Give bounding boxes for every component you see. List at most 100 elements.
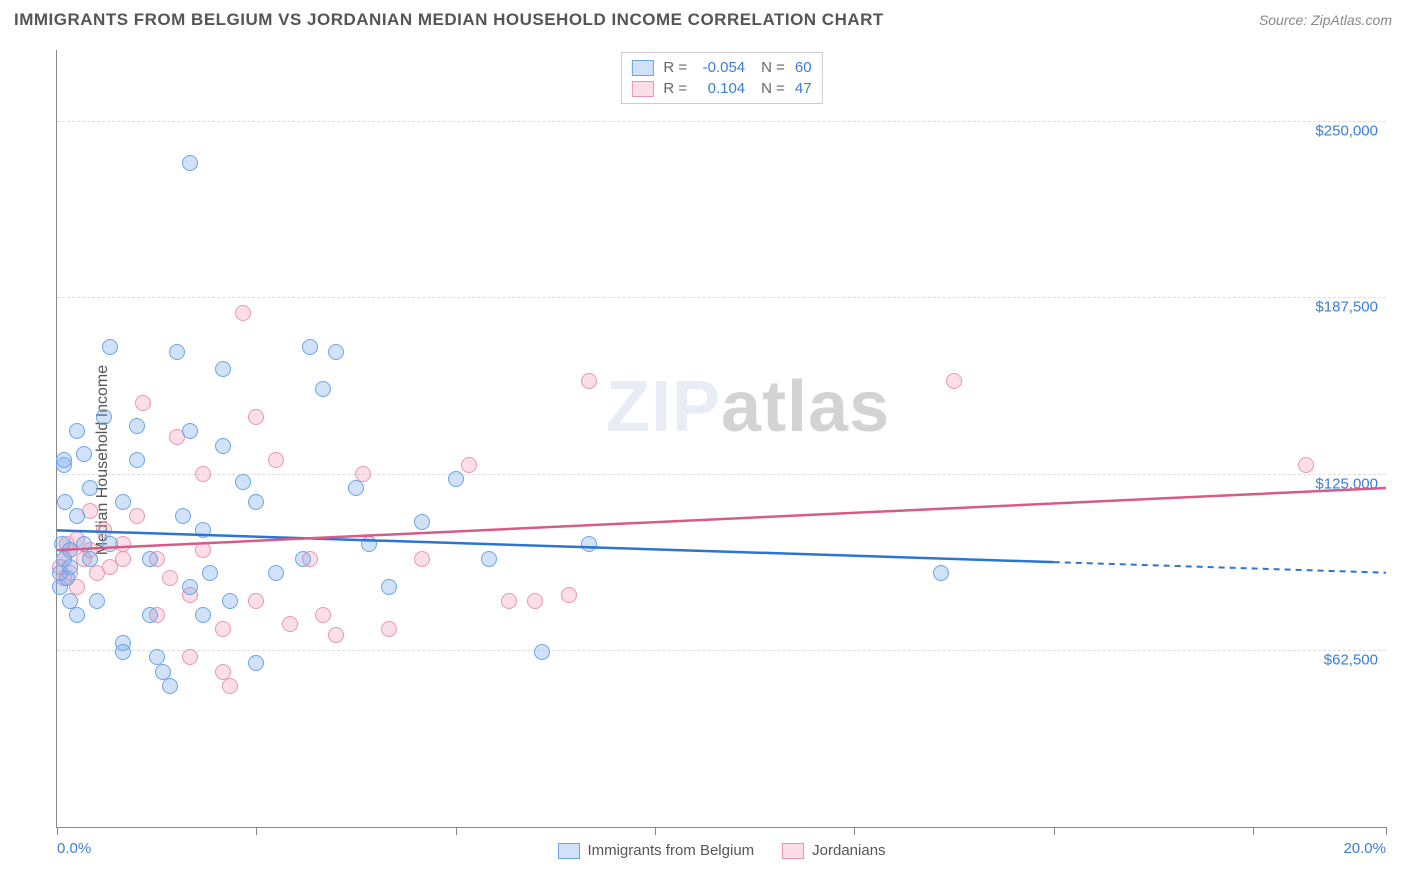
data-point (129, 418, 145, 434)
watermark: ZIPatlas (606, 366, 890, 448)
data-point (169, 344, 185, 360)
swatch-bottom-0 (557, 843, 579, 859)
chart-container: Median Household Income ZIPatlas R = -0.… (14, 42, 1392, 878)
data-point (142, 607, 158, 623)
data-point (414, 551, 430, 567)
data-point (195, 542, 211, 558)
x-tick (854, 827, 855, 835)
x-tick (1054, 827, 1055, 835)
data-point (282, 616, 298, 632)
data-point (581, 536, 597, 552)
data-point (115, 494, 131, 510)
trend-lines (57, 50, 1386, 827)
legend-series-names: Immigrants from Belgium Jordanians (557, 842, 885, 859)
data-point (414, 514, 430, 530)
swatch-series-0 (631, 60, 653, 76)
data-point (295, 551, 311, 567)
data-point (1298, 457, 1314, 473)
x-tick (1386, 827, 1387, 835)
swatch-series-1 (631, 81, 653, 97)
data-point (62, 559, 78, 575)
grid-line (57, 121, 1386, 122)
data-point (534, 644, 550, 660)
data-point (235, 305, 251, 321)
data-point (381, 579, 397, 595)
data-point (195, 607, 211, 623)
data-point (69, 423, 85, 439)
data-point (561, 587, 577, 603)
data-point (115, 551, 131, 567)
chart-header: IMMIGRANTS FROM BELGIUM VS JORDANIAN MED… (0, 0, 1406, 36)
data-point (162, 678, 178, 694)
y-tick-label: $125,000 (1315, 475, 1378, 492)
data-point (268, 565, 284, 581)
data-point (195, 522, 211, 538)
data-point (215, 438, 231, 454)
data-point (481, 551, 497, 567)
data-point (315, 607, 331, 623)
data-point (135, 395, 151, 411)
data-point (182, 649, 198, 665)
data-point (115, 644, 131, 660)
data-point (315, 381, 331, 397)
data-point (56, 452, 72, 468)
data-point (76, 446, 92, 462)
data-point (182, 423, 198, 439)
data-point (129, 508, 145, 524)
data-point (933, 565, 949, 581)
data-point (248, 409, 264, 425)
legend-row-series-1: R = 0.104 N = 47 (631, 78, 811, 99)
data-point (461, 457, 477, 473)
data-point (302, 339, 318, 355)
y-tick-label: $62,500 (1324, 652, 1378, 669)
legend-item-1: Jordanians (782, 842, 885, 859)
x-tick (655, 827, 656, 835)
y-tick-label: $250,000 (1315, 122, 1378, 139)
data-point (69, 607, 85, 623)
grid-line (57, 297, 1386, 298)
data-point (215, 621, 231, 637)
data-point (235, 474, 251, 490)
data-point (129, 452, 145, 468)
legend-correlation: R = -0.054 N = 60 R = 0.104 N = 47 (620, 52, 822, 104)
data-point (96, 409, 112, 425)
data-point (328, 627, 344, 643)
data-point (328, 344, 344, 360)
x-tick-label: 0.0% (57, 840, 91, 857)
data-point (946, 373, 962, 389)
data-point (248, 593, 264, 609)
data-point (202, 565, 218, 581)
data-point (248, 655, 264, 671)
y-tick-label: $187,500 (1315, 299, 1378, 316)
x-tick (256, 827, 257, 835)
data-point (215, 361, 231, 377)
legend-item-0: Immigrants from Belgium (557, 842, 754, 859)
data-point (57, 494, 73, 510)
data-point (222, 593, 238, 609)
plot-area: ZIPatlas R = -0.054 N = 60 R = 0.104 N =… (56, 50, 1386, 828)
data-point (162, 570, 178, 586)
data-point (69, 508, 85, 524)
data-point (175, 508, 191, 524)
swatch-bottom-1 (782, 843, 804, 859)
chart-source: Source: ZipAtlas.com (1259, 12, 1392, 28)
data-point (527, 593, 543, 609)
data-point (248, 494, 264, 510)
data-point (268, 452, 284, 468)
data-point (102, 339, 118, 355)
data-point (102, 536, 118, 552)
data-point (361, 536, 377, 552)
data-point (82, 551, 98, 567)
x-tick-label: 20.0% (1343, 840, 1386, 857)
x-tick (1253, 827, 1254, 835)
grid-line (57, 650, 1386, 651)
grid-line (57, 474, 1386, 475)
data-point (182, 155, 198, 171)
data-point (581, 373, 597, 389)
x-tick (456, 827, 457, 835)
data-point (448, 471, 464, 487)
data-point (142, 551, 158, 567)
data-point (222, 678, 238, 694)
x-tick (57, 827, 58, 835)
data-point (182, 579, 198, 595)
